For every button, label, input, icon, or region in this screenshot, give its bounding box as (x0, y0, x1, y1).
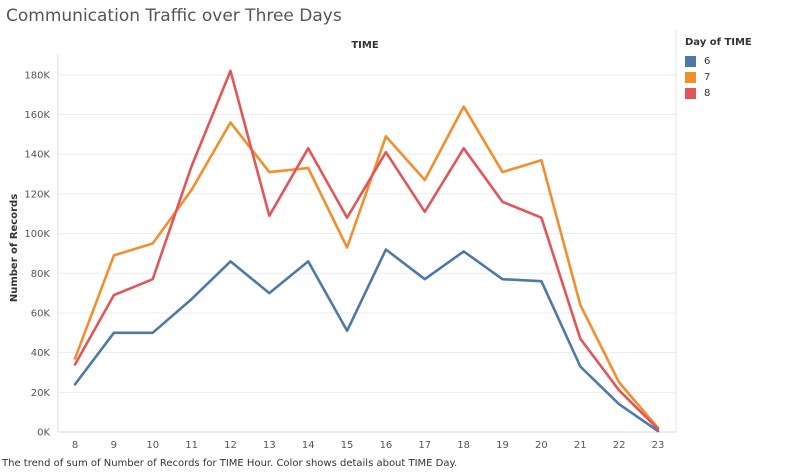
series-line-day-6 (73, 248, 660, 433)
x-axis-ticks: 8 9 10 11 12 13 14 15 16 17 18 19 20 21 22 23 (72, 440, 665, 451)
legend: Day of TIME 6 7 8 (685, 37, 752, 101)
y-axis-ticks: 0K 20K 40K 60K 80K 100K 120K 140K 160K 180K (24, 70, 50, 438)
y-tick-label: 160K (24, 110, 50, 121)
x-tick-label: 19 (496, 440, 509, 451)
legend-item-7[interactable]: 7 (685, 69, 752, 85)
y-tick-label: 40K (31, 348, 51, 359)
y-tick-label: 20K (31, 388, 51, 399)
y-tick-label: 180K (24, 70, 50, 81)
x-tick-label: 8 (72, 440, 78, 451)
legend-label: 8 (704, 87, 711, 99)
x-tick-label: 17 (418, 440, 431, 451)
chart-title: Communication Traffic over Three Days (6, 6, 342, 26)
column-header: TIME (351, 40, 378, 51)
legend-label: 7 (704, 71, 711, 83)
x-tick-label: 16 (380, 440, 393, 451)
legend-item-8[interactable]: 8 (685, 85, 752, 101)
legend-label: 6 (704, 55, 711, 67)
x-tick-label: 13 (263, 440, 276, 451)
x-tick-label: 21 (574, 440, 587, 451)
legend-title: Day of TIME (685, 37, 752, 48)
y-tick-label: 100K (24, 229, 50, 240)
y-tick-label: 120K (24, 189, 50, 200)
x-tick-label: 9 (111, 440, 117, 451)
legend-swatch (685, 71, 696, 83)
x-tick-label: 22 (613, 440, 626, 451)
series-line-day-7 (73, 105, 660, 430)
x-tick-label: 10 (146, 440, 159, 451)
x-tick-label: 20 (535, 440, 548, 451)
y-tick-label: 0K (37, 428, 50, 439)
x-tick-label: 11 (185, 440, 198, 451)
series-lines (73, 69, 660, 433)
legend-item-6[interactable]: 6 (685, 53, 752, 69)
x-tick-label: 23 (652, 440, 665, 451)
x-tick-label: 18 (457, 440, 470, 451)
x-tick-label: 15 (341, 440, 354, 451)
x-tick-label: 14 (302, 440, 315, 451)
y-tick-label: 80K (31, 269, 51, 280)
gridlines (57, 30, 677, 433)
x-tick-label: 12 (224, 440, 237, 451)
series-line-day-8 (73, 69, 660, 431)
y-tick-label: 60K (31, 308, 51, 319)
legend-items: 6 7 8 (685, 53, 752, 101)
y-axis-label: Number of Records (9, 194, 20, 302)
legend-swatch (685, 55, 696, 67)
y-tick-label: 140K (24, 150, 50, 161)
chart-caption: The trend of sum of Number of Records fo… (2, 458, 458, 469)
legend-swatch (685, 87, 696, 99)
